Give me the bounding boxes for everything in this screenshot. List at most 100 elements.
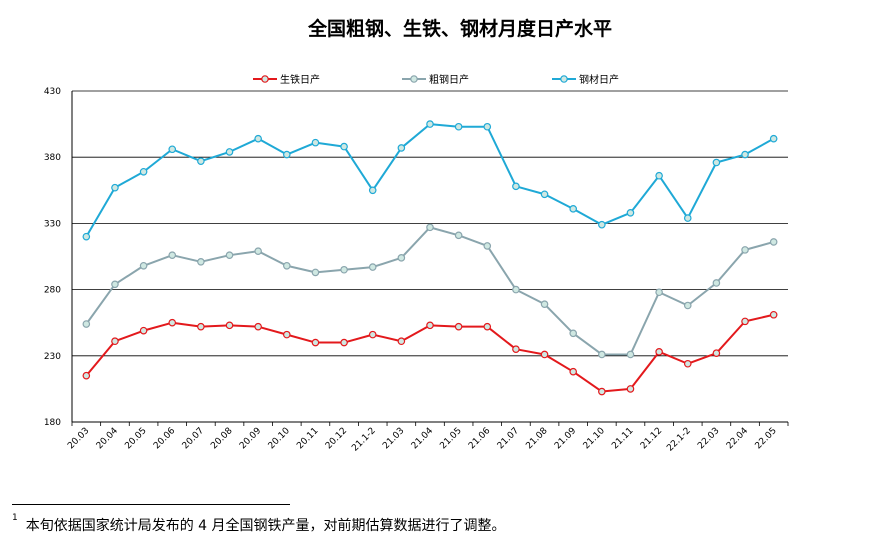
data-point (254, 134, 262, 143)
data-point (512, 285, 520, 294)
data-point (712, 279, 721, 287)
data-point (626, 350, 635, 359)
series-2 (82, 223, 778, 359)
data-point (368, 263, 377, 271)
x-tick-label: 20.06 (152, 426, 177, 451)
x-tick-label: 20.08 (209, 426, 234, 451)
x-tick-label: 21.12 (639, 426, 664, 451)
data-point (426, 321, 434, 330)
data-point (139, 261, 148, 270)
legend-label: 生铁日产 (280, 73, 320, 86)
data-point (111, 337, 119, 346)
data-point (282, 330, 291, 339)
x-tick-label: 22.1-2 (665, 426, 693, 454)
data-point (82, 371, 91, 380)
x-tick-label: 22.05 (754, 426, 779, 451)
x-tick-label: 20.09 (238, 426, 263, 451)
data-point (454, 231, 463, 240)
legend-swatch-marker (560, 75, 568, 83)
data-point (197, 257, 205, 266)
legend: 生铁日产 粗钢日产 钢材日产 (253, 73, 619, 86)
y-tick-label: 330 (44, 219, 61, 229)
x-tick-label: 21.08 (524, 426, 549, 451)
series-line (85, 226, 774, 356)
y-tick-label: 280 (44, 286, 61, 296)
x-tick-label: 21.1-2 (350, 426, 378, 454)
line-chart: 全国粗钢、生铁、钢材月度日产水平 生铁日产 粗钢日产 钢材日产 180 230 280 3… (44, 17, 789, 454)
data-point (769, 134, 778, 143)
x-tick-label: 21.04 (410, 426, 435, 451)
x-tick-label: 20.04 (95, 426, 120, 451)
data-point (426, 120, 434, 128)
data-point (197, 157, 205, 165)
data-point (769, 310, 778, 319)
x-tick-label: 20.07 (181, 426, 206, 451)
data-point (569, 329, 578, 338)
footnote-text: 本旬依据国家统计局发布的 4 月全国钢铁产量，对前期估算数据进行了调整。 (25, 518, 506, 534)
data-point (139, 167, 148, 176)
data-point (569, 205, 578, 213)
legend-item: 生铁日产 (253, 73, 320, 86)
y-axis: 180 230 280 330 380 430 (44, 87, 73, 428)
data-point (397, 254, 406, 262)
data-point (655, 171, 663, 180)
data-point (769, 238, 778, 246)
data-point (197, 322, 205, 331)
y-tick-label: 430 (44, 87, 61, 97)
data-point (340, 142, 348, 151)
x-tick-label: 20.03 (66, 426, 91, 451)
data-point (512, 345, 520, 353)
chart-title: 全国粗钢、生铁、钢材月度日产水平 (307, 17, 612, 40)
x-tick-label: 21.10 (582, 426, 607, 451)
data-point (626, 385, 635, 393)
data-point (311, 268, 320, 277)
data-point (311, 138, 320, 147)
data-point (368, 330, 377, 339)
x-tick-label: 20.12 (324, 426, 349, 451)
data-point (655, 288, 663, 297)
data-point (139, 326, 148, 335)
footnote: 1 本旬依据国家统计局发布的 4 月全国钢铁产量，对前期估算数据进行了调整。 (12, 513, 506, 535)
x-axis: 20.03 20.04 20.05 20.06 20.07 20.08 20.09 20.10… (66, 422, 789, 454)
data-point (483, 122, 492, 131)
legend-swatch-marker (261, 75, 269, 83)
data-point (397, 144, 406, 152)
data-point (655, 348, 663, 356)
x-tick-label: 21.09 (553, 426, 578, 451)
x-tick-label: 22.04 (725, 426, 750, 451)
x-tick-label: 21.11 (610, 426, 635, 451)
series-1 (82, 310, 778, 396)
x-tick-label: 20.11 (295, 426, 320, 451)
legend-swatch-marker (410, 75, 418, 83)
data-point (168, 318, 177, 327)
data-point (368, 186, 377, 195)
series-3 (82, 120, 778, 241)
legend-label: 钢材日产 (579, 73, 619, 86)
data-point (483, 322, 492, 331)
legend-item: 粗钢日产 (402, 73, 469, 86)
data-point (512, 182, 520, 191)
x-tick-label: 22.03 (696, 426, 721, 451)
data-point (397, 337, 406, 346)
data-point (598, 387, 606, 396)
series-line (85, 123, 775, 238)
data-point (626, 209, 635, 217)
data-point (340, 338, 348, 347)
y-tick-label: 180 (44, 418, 61, 428)
x-tick-label: 21.03 (381, 426, 406, 451)
data-point (111, 183, 119, 192)
data-point (340, 265, 348, 274)
data-point (712, 349, 721, 357)
x-tick-label: 21.05 (438, 426, 463, 451)
data-point (741, 246, 749, 254)
data-point (683, 301, 692, 310)
legend-item: 钢材日产 (552, 73, 619, 86)
y-tick-label: 380 (44, 153, 61, 163)
data-point (82, 232, 91, 241)
data-point (598, 220, 606, 229)
data-point (483, 242, 492, 250)
data-point (168, 145, 177, 154)
data-point (426, 223, 434, 232)
x-tick-label: 21.07 (496, 426, 521, 451)
data-point (82, 320, 91, 328)
